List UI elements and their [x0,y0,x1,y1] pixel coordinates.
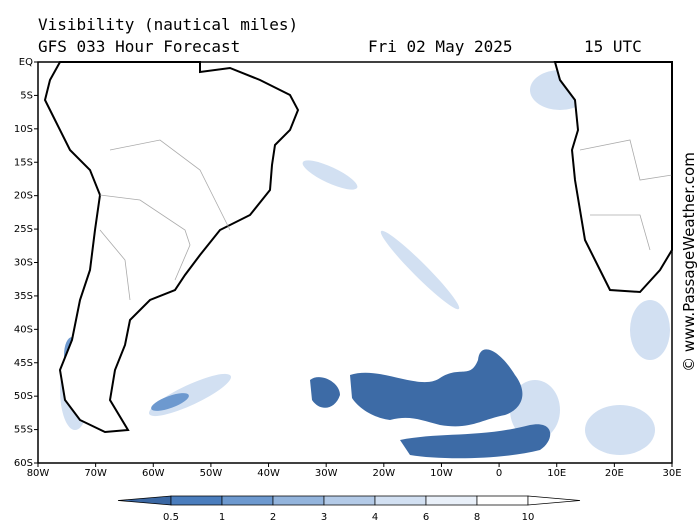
forecast-time: 15 UTC [584,37,642,56]
lat-label: 5S [20,90,33,101]
lat-label: 25S [14,224,33,235]
colorbar-label: 6 [423,512,429,523]
colorbar-segment [221,495,274,506]
borders [99,139,673,301]
lat-label: EQ [19,57,33,68]
lon-label: 20W [373,468,396,479]
colorbar-label: 8 [474,512,480,523]
colorbar-segment [425,495,478,506]
lat-label: 15S [14,157,33,168]
visibility-dense [310,349,551,459]
lon-label: 60W [142,468,165,479]
lat-label: 35S [14,291,33,302]
colorbar-segment [476,495,529,506]
lat-label: 20S [14,191,33,202]
africa [553,61,673,294]
colorbar-segment [117,495,172,506]
colorbar-label: 10 [522,512,535,523]
lon-label: 10E [547,468,566,479]
lat-label: 50S [14,391,33,402]
lon-label: 30W [315,468,338,479]
colorbar-segment [323,495,376,506]
colorbar-label: 0.5 [163,512,179,523]
colorbar-label: 3 [321,512,327,523]
lon-label: 10W [430,468,453,479]
lon-label: 30E [662,468,681,479]
lat-label: 10S [14,124,33,135]
colorbar-segment [374,495,427,506]
lat-label: 45S [14,358,33,369]
lon-label: 80W [27,468,50,479]
forecast-date: Fri 02 May 2025 [368,37,513,56]
watermark: © www.PassageWeather.com [680,152,698,372]
lat-label: 40S [14,324,33,335]
lat-label: 30S [14,258,33,269]
lat-label: 60S [14,458,33,469]
colorbar-label: 2 [270,512,276,523]
colorbar-label: 4 [372,512,378,523]
lon-label: 20E [605,468,624,479]
map-title: Visibility (nautical miles) [38,15,298,34]
colorbar-segment [527,495,581,506]
colorbar-segment [170,495,223,506]
lon-label: 40W [257,468,280,479]
map-subtitle: GFS 033 Hour Forecast [38,37,240,56]
colorbar-segment [272,495,325,506]
map [37,61,673,464]
lon-label: 70W [84,468,107,479]
lon-label: 0 [496,468,502,479]
lat-label: 55S [14,425,33,436]
colorbar-label: 1 [219,512,225,523]
lon-label: 50W [200,468,223,479]
